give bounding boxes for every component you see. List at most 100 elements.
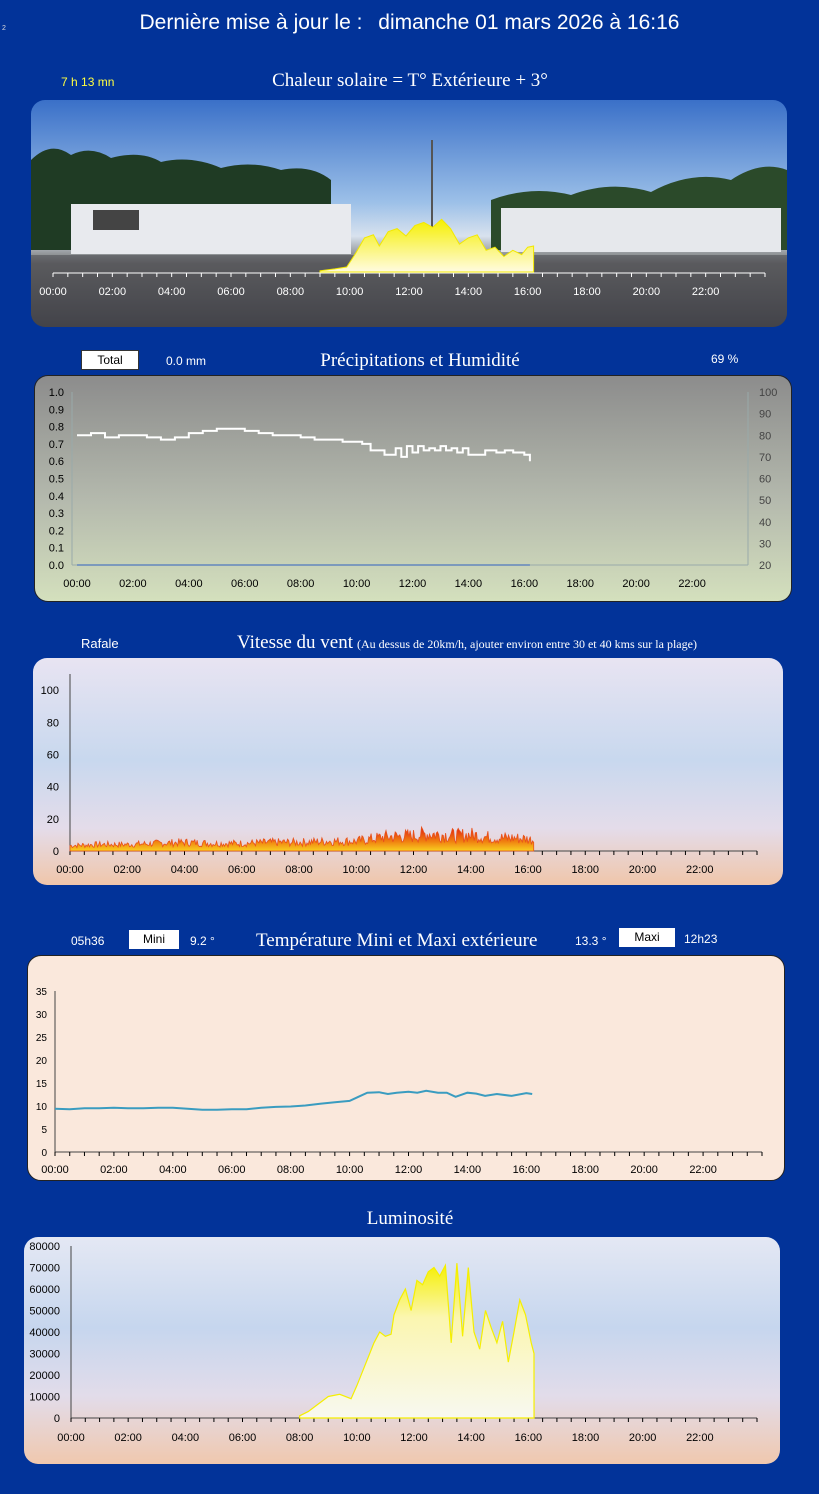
temp-y-tick-label: 25 bbox=[36, 1033, 48, 1044]
temp-y-tick-label: 0 bbox=[41, 1148, 47, 1159]
x-tick-label: 00:00 bbox=[57, 1432, 85, 1444]
x-tick-label: 20:00 bbox=[630, 1164, 658, 1176]
lum-x-ticks bbox=[70, 1418, 758, 1422]
x-tick-label: 20:00 bbox=[633, 286, 661, 298]
humidity-y-tick-label: 20 bbox=[759, 560, 771, 572]
lum-y-tick-label: 30000 bbox=[29, 1349, 60, 1361]
solar-area-group bbox=[319, 218, 535, 273]
x-tick-label: 16:00 bbox=[515, 1432, 543, 1444]
x-tick-label: 18:00 bbox=[571, 1164, 599, 1176]
precip-y-tick-label: 0.3 bbox=[49, 508, 64, 520]
lum-y-tick-label: 80000 bbox=[29, 1241, 60, 1253]
temp-min-label: Mini bbox=[129, 930, 179, 949]
precip-y-tick-label: 0.1 bbox=[49, 543, 64, 555]
temperature-line bbox=[54, 1089, 533, 1111]
precip-y-tick-label: 0.7 bbox=[49, 439, 64, 451]
wind-y-tick-label: 60 bbox=[47, 749, 59, 761]
precip-y-tick-label: 0.5 bbox=[49, 474, 64, 486]
x-tick-label: 06:00 bbox=[218, 1164, 246, 1176]
precip-x-tick-label: 06:00 bbox=[231, 578, 259, 590]
x-tick-label: 04:00 bbox=[158, 286, 186, 298]
x-tick-label: 14:00 bbox=[455, 286, 483, 298]
x-tick-label: 12:00 bbox=[395, 1164, 423, 1176]
precip-x-tick-label: 20:00 bbox=[622, 578, 650, 590]
temp-x-ticks bbox=[54, 1152, 763, 1156]
temp-min-value: 9.2 ° bbox=[190, 934, 215, 948]
lum-y-tick-label: 20000 bbox=[29, 1370, 60, 1382]
precip-panel: 0.0 0.1 0.2 0.3 0.4 0.5 0.6 0.7 0.8 0.9 1.0 20 30 40… bbox=[34, 375, 792, 602]
humidity-y-labels: 20 30 40 50 60 70 80 90 100 bbox=[759, 387, 777, 572]
humidity-y-tick-label: 40 bbox=[759, 517, 771, 529]
x-tick-label: 18:00 bbox=[572, 1432, 600, 1444]
lum-y-tick-label: 0 bbox=[54, 1413, 60, 1425]
wind-subtitle: (Au dessus de 20km/h, ajouter environ en… bbox=[357, 637, 697, 651]
cinema-sign bbox=[93, 210, 139, 230]
precip-x-tick-label: 00:00 bbox=[63, 578, 91, 590]
lum-y-tick-label: 70000 bbox=[29, 1263, 60, 1275]
temp-y-tick-label: 15 bbox=[36, 1079, 48, 1090]
x-tick-label: 08:00 bbox=[277, 286, 305, 298]
lum-chart: 0 10000 20000 30000 40000 50000 60000 70000 8000… bbox=[24, 1237, 780, 1464]
x-tick-label: 08:00 bbox=[285, 864, 313, 876]
lum-y-tick-label: 60000 bbox=[29, 1284, 60, 1296]
precip-y-labels: 0.0 0.1 0.2 0.3 0.4 0.5 0.6 0.7 0.8 0.9 1.0 bbox=[49, 387, 64, 572]
x-tick-label: 16:00 bbox=[513, 1164, 541, 1176]
x-tick-label: 12:00 bbox=[400, 1432, 428, 1444]
x-tick-label: 12:00 bbox=[395, 286, 423, 298]
wind-y-labels: 0 20 40 60 80 100 bbox=[41, 685, 59, 858]
x-tick-label: 06:00 bbox=[229, 1432, 257, 1444]
x-tick-label: 16:00 bbox=[514, 286, 542, 298]
x-tick-label: 10:00 bbox=[336, 286, 364, 298]
x-tick-label: 10:00 bbox=[342, 864, 370, 876]
lum-y-labels: 0 10000 20000 30000 40000 50000 60000 70000 8000… bbox=[29, 1241, 60, 1425]
x-tick-label: 22:00 bbox=[689, 1164, 717, 1176]
x-tick-label: 22:00 bbox=[686, 864, 714, 876]
wind-y-tick-label: 20 bbox=[47, 814, 59, 826]
x-tick-label: 00:00 bbox=[56, 864, 84, 876]
precip-x-tick-label: 08:00 bbox=[287, 578, 315, 590]
humidity-line bbox=[77, 427, 531, 462]
precip-background bbox=[35, 376, 791, 601]
x-tick-label: 02:00 bbox=[113, 864, 141, 876]
precip-chart: 0.0 0.1 0.2 0.3 0.4 0.5 0.6 0.7 0.8 0.9 1.0 20 30 40… bbox=[35, 376, 791, 601]
temp-y-tick-label: 35 bbox=[36, 987, 48, 998]
temp-x-labels: 00:00 02:00 04:00 06:00 08:00 10:00 12:00 14:00… bbox=[41, 1164, 717, 1176]
lum-area-group bbox=[299, 1263, 535, 1419]
x-tick-label: 14:00 bbox=[457, 864, 485, 876]
x-tick-label: 04:00 bbox=[172, 1432, 200, 1444]
precip-x-tick-label: 12:00 bbox=[399, 578, 427, 590]
precip-y-tick-label: 0.2 bbox=[49, 525, 64, 537]
humidity-y-tick-label: 70 bbox=[759, 452, 771, 464]
sunshine-duration: 7 h 13 mn bbox=[61, 75, 115, 89]
wind-chart: 0 20 40 60 80 100 00:00 02:00 04:00 06:00 08:00 10… bbox=[33, 658, 783, 885]
wind-y-tick-label: 80 bbox=[47, 717, 59, 729]
precip-x-labels: 00:00 02:00 04:00 06:00 08:00 10:00 12:00 14:00… bbox=[63, 578, 706, 590]
precip-x-tick-label: 22:00 bbox=[678, 578, 706, 590]
x-tick-label: 10:00 bbox=[336, 1164, 364, 1176]
humidity-value: 69 % bbox=[711, 352, 739, 366]
precip-x-tick-label: 14:00 bbox=[455, 578, 483, 590]
x-tick-label: 02:00 bbox=[114, 1432, 142, 1444]
wind-y-tick-label: 40 bbox=[47, 782, 59, 794]
x-tick-label: 12:00 bbox=[400, 864, 428, 876]
solar-chart: 00:00 02:00 04:00 06:00 08:00 10:00 12:00 14:00… bbox=[31, 100, 787, 327]
wind-title: Vitesse du vent bbox=[237, 632, 354, 653]
precip-y-tick-label: 0.9 bbox=[49, 404, 64, 416]
wind-title-row: Vitesse du vent (Au dessus de 20km/h, aj… bbox=[237, 632, 697, 654]
x-tick-label: 20:00 bbox=[629, 864, 657, 876]
temp-title: Température Mini et Maxi extérieure bbox=[256, 930, 538, 951]
lum-y-tick-label: 10000 bbox=[29, 1392, 60, 1404]
corner-mark: 2 bbox=[2, 25, 6, 32]
temp-y-tick-label: 30 bbox=[36, 1010, 48, 1021]
temp-max-value: 13.3 ° bbox=[575, 934, 607, 948]
precip-y-tick-label: 0.4 bbox=[49, 491, 64, 503]
precip-total-value: 0.0 mm bbox=[166, 354, 207, 368]
wind-panel: 0 20 40 60 80 100 00:00 02:00 04:00 06:00 08:00 10… bbox=[33, 658, 783, 885]
x-tick-label: 10:00 bbox=[343, 1432, 371, 1444]
wind-gust-area bbox=[69, 825, 535, 852]
update-prefix: Dernière mise à jour le : bbox=[139, 11, 363, 34]
lum-x-labels: 00:00 02:00 04:00 06:00 08:00 10:00 12:00 14:00… bbox=[57, 1432, 713, 1444]
precip-x-tick-label: 16:00 bbox=[511, 578, 539, 590]
x-tick-label: 18:00 bbox=[571, 864, 599, 876]
temp-y-tick-label: 20 bbox=[36, 1056, 48, 1067]
